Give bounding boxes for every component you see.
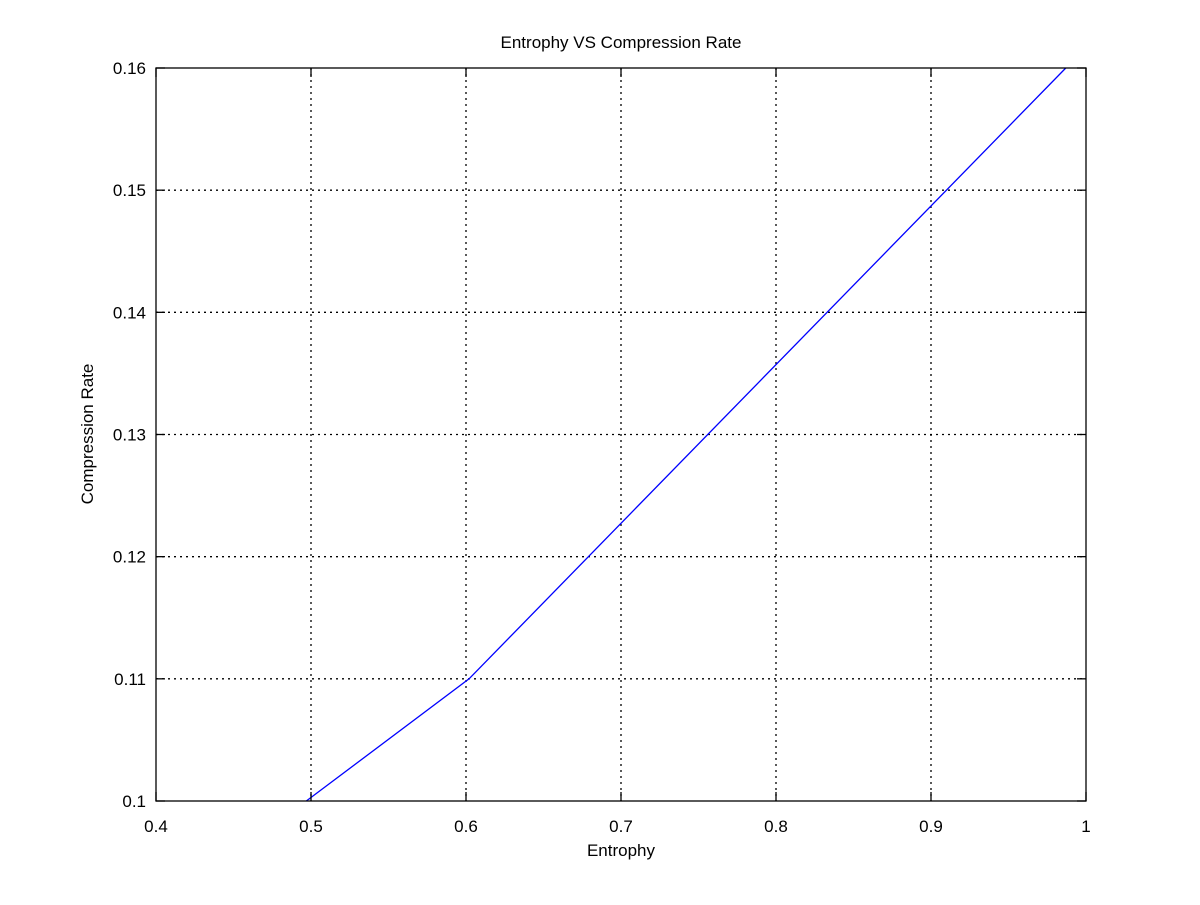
y-tick-label: 0.1 [122, 792, 146, 811]
x-tick-label: 0.7 [609, 817, 633, 836]
x-tick-label: 0.4 [144, 817, 168, 836]
y-tick-label: 0.16 [113, 59, 146, 78]
grid [156, 68, 1086, 801]
y-tick-label: 0.12 [113, 548, 146, 567]
x-tick-label: 0.6 [454, 817, 478, 836]
x-tick-label: 0.8 [764, 817, 788, 836]
x-axis-label: Entrophy [587, 841, 656, 860]
y-tick-label: 0.14 [113, 303, 146, 322]
y-tick-label: 0.11 [114, 670, 146, 689]
tick-marks [155, 67, 1087, 802]
series-line [305, 67, 1067, 802]
y-tick-label: 0.15 [113, 181, 146, 200]
x-tick-label: 1 [1081, 817, 1090, 836]
series-layer [305, 67, 1067, 802]
x-tick-label: 0.5 [299, 817, 323, 836]
chart-title: Entrophy VS Compression Rate [501, 33, 742, 52]
y-tick-label: 0.13 [113, 426, 146, 445]
y-axis-tick-labels: 0.1 0.11 0.12 0.13 0.14 0.15 0.16 [113, 59, 146, 811]
x-axis-tick-labels: 0.4 0.5 0.6 0.7 0.8 0.9 1 [144, 817, 1091, 836]
y-axis-label: Compression Rate [78, 364, 97, 505]
x-tick-label: 0.9 [919, 817, 943, 836]
